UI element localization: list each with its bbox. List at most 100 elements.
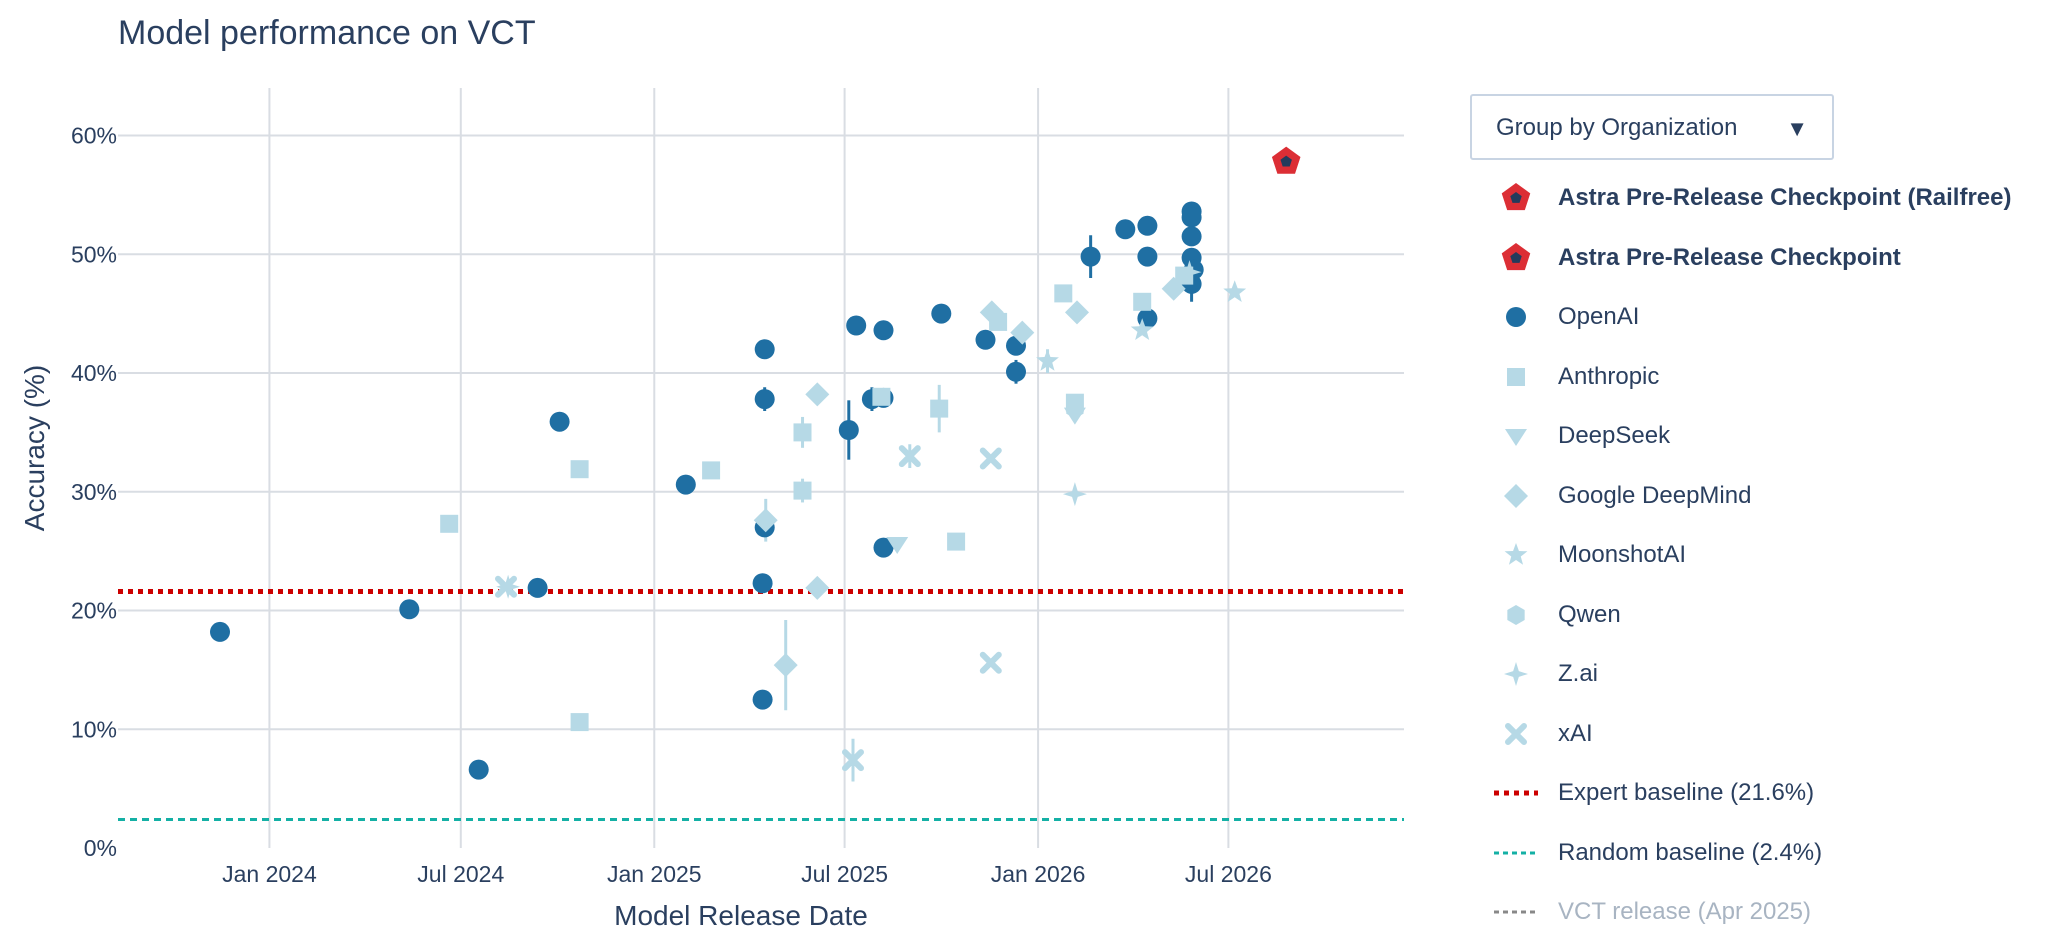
legend-label: Google DeepMind xyxy=(1558,481,1752,509)
point-anthropic xyxy=(872,387,891,406)
legend-label: Z.ai xyxy=(1558,660,1599,687)
point-anthropic xyxy=(947,532,966,551)
legend-marker xyxy=(1507,367,1525,386)
point-openai xyxy=(549,411,570,432)
point-google-deepmind xyxy=(805,575,830,600)
legend-item-xai[interactable]: xAI xyxy=(1494,714,1593,754)
point-anthropic xyxy=(793,423,812,442)
point-openai xyxy=(846,315,867,336)
point-xai xyxy=(495,575,517,598)
point-anthropic xyxy=(930,399,949,418)
point-z-ai xyxy=(1177,260,1202,285)
point-anthropic xyxy=(1054,284,1073,303)
legend-symbol-icon xyxy=(1504,483,1528,508)
legend-symbol-icon xyxy=(1504,543,1528,565)
legend-symbol-icon xyxy=(1501,183,1531,211)
legend-symbol-icon xyxy=(1507,604,1525,625)
y-tick-label: 40% xyxy=(71,360,117,386)
legend-item-qwen[interactable]: Qwen xyxy=(1494,595,1621,635)
legend-item-astra[interactable]: Astra Pre-Release Checkpoint xyxy=(1494,238,1901,278)
legend-marker xyxy=(1507,604,1525,625)
point-google-deepmind xyxy=(805,382,830,407)
legend-item-openai[interactable]: OpenAI xyxy=(1494,297,1639,337)
legend-marker xyxy=(1504,543,1528,565)
chevron-down-icon: ▼ xyxy=(1786,116,1808,141)
y-tick-label: 30% xyxy=(71,479,117,505)
axis-ticks: Jan 2024 Jul 2024 Jan 2025 Jul 2025 Jan 2026… xyxy=(71,123,1272,888)
legend-marker xyxy=(1501,183,1531,211)
point-google-deepmind xyxy=(773,653,798,678)
point-xai xyxy=(898,445,921,468)
point-xai xyxy=(979,651,1002,674)
legend-item-moonshot[interactable]: MoonshotAI xyxy=(1494,535,1686,575)
point-anthropic xyxy=(702,461,721,480)
legend-item-random[interactable]: Random baseline (2.4%) xyxy=(1494,833,1822,873)
legend-marker xyxy=(1501,242,1531,270)
point-anthropic xyxy=(793,481,812,500)
point-openai xyxy=(675,474,696,495)
point-openai xyxy=(1137,215,1158,236)
point-anthropic xyxy=(570,460,589,479)
point-google-deepmind xyxy=(979,300,1004,325)
group-by-dropdown[interactable]: Group by Organization ▼ xyxy=(1470,94,1834,160)
legend-label: Random baseline (2.4%) xyxy=(1558,838,1823,866)
legend-label: Expert baseline (21.6%) xyxy=(1558,779,1815,806)
legend-symbol-icon xyxy=(1501,242,1531,270)
legend-marker xyxy=(1505,429,1527,446)
group-by-label: Group by Organization xyxy=(1496,114,1738,141)
y-tick-label: 60% xyxy=(71,123,117,149)
x-tick-label: Jan 2025 xyxy=(607,861,702,887)
point-xai xyxy=(979,447,1002,470)
legend-marker xyxy=(1504,483,1528,508)
legend-label: Qwen xyxy=(1558,600,1621,628)
legend-label: Anthropic xyxy=(1558,362,1660,390)
legend-item-astra_railfree[interactable]: Astra Pre-Release Checkpoint (Railfree) xyxy=(1494,178,2012,218)
legend-item-deepseek[interactable]: DeepSeek xyxy=(1494,416,1670,456)
legend-label: xAI xyxy=(1558,719,1593,747)
point-openai xyxy=(931,303,952,324)
y-tick-label: 0% xyxy=(84,835,117,861)
point-xai xyxy=(842,749,864,772)
legend: Group by Organization ▼ Astra Pre-Releas… xyxy=(1470,94,2048,925)
legend-symbol-icon xyxy=(1494,910,1538,914)
point-openai xyxy=(1181,226,1202,247)
point-openai xyxy=(210,621,230,642)
grid-lines xyxy=(118,88,1404,848)
x-tick-label: Jul 2025 xyxy=(801,861,888,887)
point-openai xyxy=(1137,246,1158,267)
legend-label: DeepSeek xyxy=(1558,422,1671,449)
data-points xyxy=(210,146,1301,780)
x-axis-title: Model Release Date xyxy=(614,900,868,931)
point-astra-pre-release-checkpoint-railfree xyxy=(1271,146,1301,174)
x-tick-label: Jan 2026 xyxy=(991,861,1086,887)
point-openai xyxy=(873,537,894,558)
point-moonshotai xyxy=(1130,318,1154,341)
y-tick-label: 20% xyxy=(71,598,117,624)
point-openai xyxy=(752,573,773,594)
chart-title: Model performance on VCT xyxy=(118,14,536,52)
legend-item-anthropic[interactable]: Anthropic xyxy=(1494,357,1659,397)
point-anthropic xyxy=(570,713,589,732)
point-openai xyxy=(468,759,489,780)
point-openai xyxy=(1080,246,1101,267)
point-openai xyxy=(752,689,773,710)
x-tick-label: Jul 2026 xyxy=(1185,861,1272,887)
legend-item-vct[interactable]: VCT release (Apr 2025) xyxy=(1494,892,1811,932)
y-axis-title: Accuracy (%) xyxy=(19,365,50,531)
point-qwen xyxy=(1066,398,1084,419)
point-openai xyxy=(1006,361,1026,382)
legend-item-expert[interactable]: Expert baseline (21.6%) xyxy=(1494,773,1814,813)
point-moonshotai xyxy=(1223,280,1247,303)
legend-item-google[interactable]: Google DeepMind xyxy=(1494,476,1751,516)
point-moonshotai xyxy=(1036,349,1059,371)
y-tick-label: 10% xyxy=(71,716,117,742)
point-openai xyxy=(399,599,420,620)
legend-label: VCT release (Apr 2025) xyxy=(1558,898,1812,925)
point-openai xyxy=(1181,207,1202,228)
point-google-deepmind xyxy=(753,508,778,533)
legend-symbol-icon xyxy=(1507,367,1525,386)
legend-item-zai[interactable]: Z.ai xyxy=(1494,654,1598,694)
point-openai xyxy=(754,339,775,360)
point-deepseek xyxy=(886,537,909,554)
point-openai xyxy=(527,577,548,598)
